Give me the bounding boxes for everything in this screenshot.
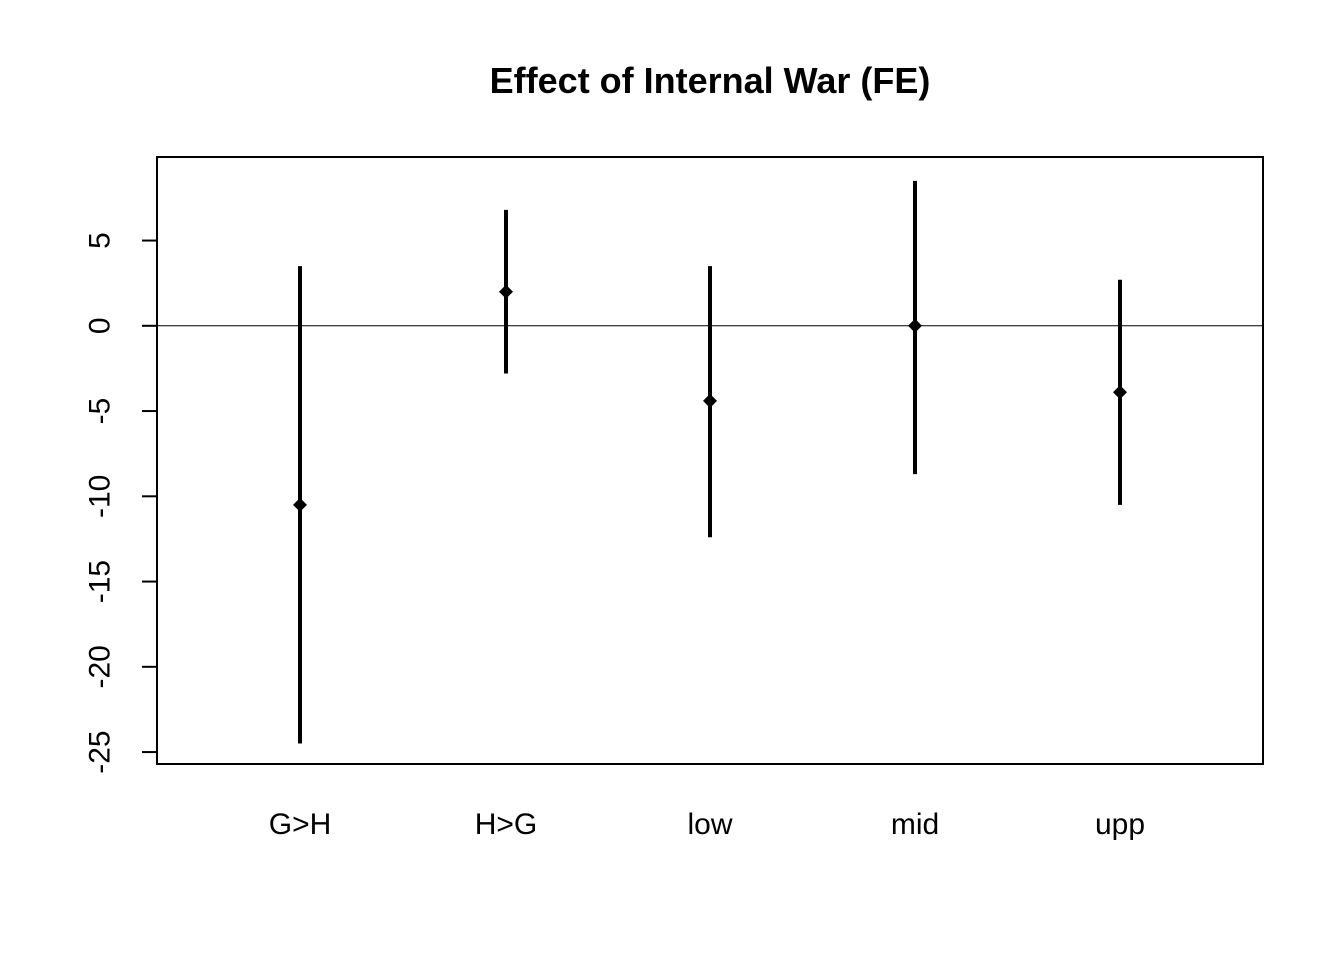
y-tick-label: -15 [84,560,117,603]
y-tick-label: -25 [84,730,117,773]
chart-marks [157,180,1263,744]
x-axis: G>H H>G low mid upp [269,808,1145,841]
point-estimate [703,393,717,408]
x-tick-label: low [687,808,732,841]
point-estimate [499,284,513,299]
point-estimate [1113,385,1127,400]
y-tick-label: -10 [84,475,117,518]
point-estimate [908,318,922,333]
y-tick-label: -5 [84,398,117,425]
chart-title: Effect of Internal War (FE) [490,60,931,101]
y-tick-label: 5 [84,232,117,249]
x-tick-label: H>G [475,808,538,841]
x-tick-label: mid [891,808,939,841]
y-tick-label: 0 [84,317,117,334]
y-tick-label: -20 [84,645,117,688]
x-tick-label: G>H [269,808,332,841]
x-tick-label: upp [1095,808,1145,841]
y-axis: -25 -20 -15 -10 -5 0 5 [84,232,158,774]
point-estimate [293,497,307,512]
